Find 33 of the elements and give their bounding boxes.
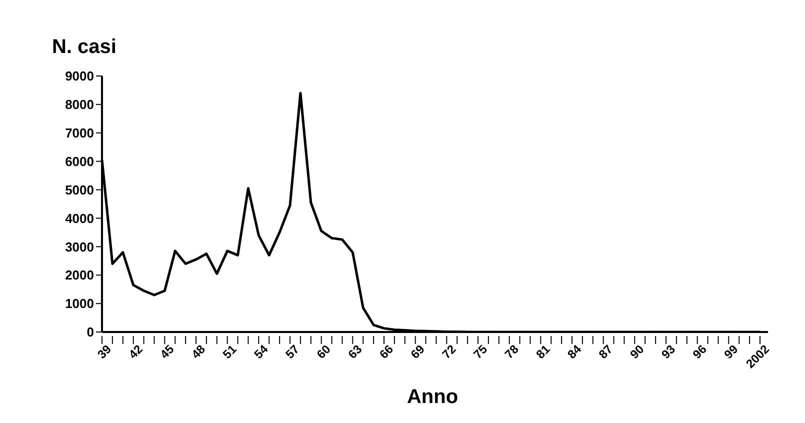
x-tick-label: 45 bbox=[157, 342, 177, 362]
x-tick-label: 96 bbox=[690, 342, 710, 362]
x-tick-label: 51 bbox=[220, 342, 240, 362]
x-tick-label: 75 bbox=[470, 342, 490, 362]
x-tick-label: 66 bbox=[376, 342, 396, 362]
x-tick-label: 84 bbox=[564, 342, 584, 362]
x-tick-label: 48 bbox=[188, 342, 208, 362]
x-tick-label: 87 bbox=[596, 342, 616, 362]
y-tick-label: 9000 bbox=[65, 68, 94, 84]
y-tick-label: 2000 bbox=[65, 268, 94, 283]
x-tick-label: 42 bbox=[126, 342, 146, 362]
x-tick-label: 93 bbox=[658, 342, 678, 362]
x-tick-label: 72 bbox=[439, 342, 459, 362]
chart-title: N. casi bbox=[52, 36, 116, 59]
y-tick-label: 0 bbox=[86, 324, 94, 340]
x-axis-title: Anno bbox=[406, 386, 460, 409]
x-tick-label: 81 bbox=[533, 342, 553, 362]
x-tick-label: 78 bbox=[502, 342, 522, 362]
x-tick-label: 57 bbox=[282, 342, 302, 362]
x-tick-label: 90 bbox=[627, 342, 647, 362]
y-tick-label: 4000 bbox=[65, 210, 94, 226]
y-tick-label: 7000 bbox=[65, 126, 94, 141]
x-tick-label: 99 bbox=[721, 342, 741, 362]
y-tick-label: 1000 bbox=[65, 296, 94, 312]
y-tick-label: 3000 bbox=[65, 239, 94, 254]
x-tick-label: 69 bbox=[408, 342, 428, 362]
x-tick-label: 39 bbox=[94, 342, 114, 362]
y-tick-label: 5000 bbox=[65, 182, 94, 198]
x-tick-label: 60 bbox=[314, 342, 334, 362]
x-tick-label: 54 bbox=[251, 342, 271, 362]
y-tick-label: 6000 bbox=[65, 154, 94, 169]
y-tick-label: 8000 bbox=[65, 97, 94, 112]
x-tick-label: 63 bbox=[345, 342, 365, 362]
